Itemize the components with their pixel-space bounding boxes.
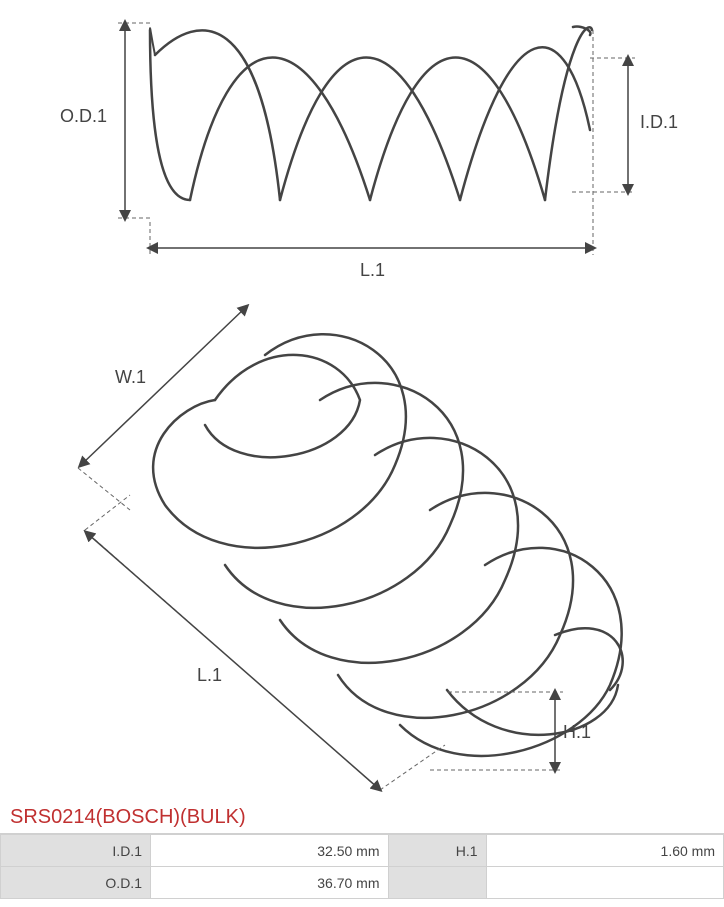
spec-val-h1: 1.60 mm	[486, 835, 724, 867]
spec-key-od1: O.D.1	[1, 867, 151, 899]
table-row: I.D.1 32.50 mm H.1 1.60 mm	[1, 835, 724, 867]
spring-side-view	[0, 0, 724, 290]
spec-val-id1: 32.50 mm	[151, 835, 389, 867]
spec-empty	[486, 867, 724, 899]
spec-key-id1: I.D.1	[1, 835, 151, 867]
spec-table: I.D.1 32.50 mm H.1 1.60 mm O.D.1 36.70 m…	[0, 834, 724, 899]
spec-val-od1: 36.70 mm	[151, 867, 389, 899]
label-od1: O.D.1	[60, 106, 107, 127]
spec-key-h1: H.1	[388, 835, 486, 867]
label-id1: I.D.1	[640, 112, 678, 133]
diagram-container: O.D.1 I.D.1 L.1	[0, 0, 724, 800]
label-h1: H.1	[563, 722, 591, 743]
label-w1: W.1	[115, 367, 146, 388]
spec-empty	[388, 867, 486, 899]
label-l1-top: L.1	[360, 260, 385, 281]
label-l1-iso: L.1	[197, 665, 222, 686]
table-row: O.D.1 36.70 mm	[1, 867, 724, 899]
spring-iso-view	[0, 290, 724, 800]
product-code: SRS0214(BOSCH)(BULK)	[0, 800, 724, 834]
